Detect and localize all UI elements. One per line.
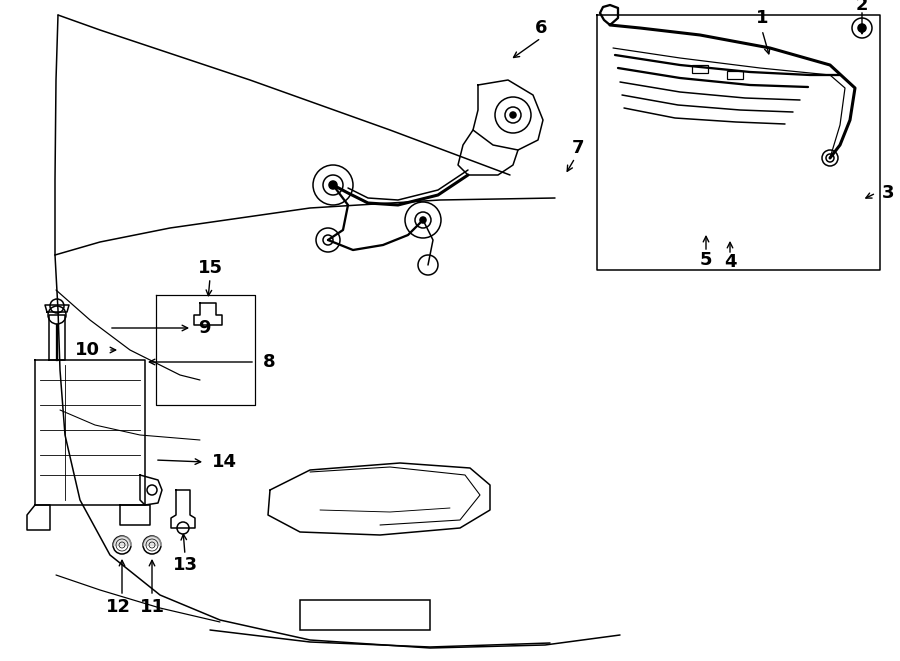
- Text: 8: 8: [263, 353, 275, 371]
- Circle shape: [420, 217, 426, 223]
- Text: 10: 10: [75, 341, 100, 359]
- Text: 11: 11: [140, 598, 165, 616]
- Text: 7: 7: [572, 139, 584, 157]
- Text: 12: 12: [105, 598, 130, 616]
- Text: 6: 6: [535, 19, 547, 37]
- Text: 1: 1: [756, 9, 769, 27]
- Circle shape: [329, 181, 337, 189]
- Text: 9: 9: [198, 319, 211, 337]
- Text: 4: 4: [724, 253, 736, 271]
- Circle shape: [510, 112, 516, 118]
- Text: 5: 5: [700, 251, 712, 269]
- Text: 2: 2: [856, 0, 868, 14]
- Text: 15: 15: [197, 259, 222, 277]
- Text: 14: 14: [212, 453, 237, 471]
- Bar: [300, 600, 430, 630]
- Text: 3: 3: [882, 184, 895, 202]
- Text: 13: 13: [173, 556, 197, 574]
- Bar: [692, 65, 708, 73]
- Circle shape: [858, 24, 866, 32]
- Bar: [727, 71, 743, 79]
